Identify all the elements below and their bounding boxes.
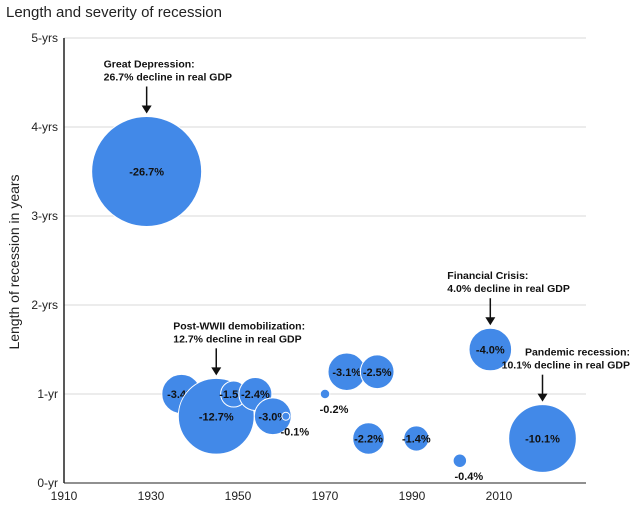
annotation-detail: 12.7% decline in real GDP [173,333,301,345]
bubble-label: -2.5% [363,367,392,379]
x-tick-labels: 1910 1930 1950 1970 1990 2010 [51,489,513,503]
bubble-label: -4.0% [476,345,505,357]
bubble-label: -26.7% [129,167,164,179]
bubble-label: -0.1% [280,426,309,438]
y-tick-labels: 0-yr 1-yr 2-yrs 3-yrs 4-yrs 5-yrs [31,31,58,490]
bubble [359,354,395,390]
annotation-title: Pandemic recession: [525,347,630,359]
x-tick-label: 1930 [138,489,165,503]
bubble [403,425,430,452]
bubble [352,422,385,455]
annotation-title: Post-WWII demobilization: [173,320,305,332]
bubble-label: -0.2% [320,404,349,416]
x-tick-label: 1950 [225,489,252,503]
y-axis-label: Length of recession in years [6,174,22,349]
bubbles: -26.7%-3.4%-12.7%-1.5%-2.4%-3.0%-0.1%-0.… [91,116,577,483]
y-tick-label: 4-yrs [31,120,58,134]
annotation-arrow-head [485,317,496,326]
bubble [91,116,203,227]
chart-title: Length and severity of recession [6,4,222,21]
bubble-label: -2.4% [241,389,270,401]
x-tick-label: 1970 [312,489,339,503]
y-tick-label: 2-yrs [31,298,58,312]
bubble [468,327,513,372]
annotation-detail: 10.1% decline in real GDP [502,360,630,372]
annotation-title: Financial Crisis: [447,270,528,282]
x-tick-label: 1910 [51,489,78,503]
annotation-arrow-head [537,393,548,402]
x-tick-label: 1990 [399,489,426,503]
bubble-label: -10.1% [525,434,560,446]
bubble [319,388,331,400]
annotation-detail: 26.7% decline in real GDP [104,72,232,84]
annotation-detail: 4.0% decline in real GDP [447,283,570,295]
y-tick-label: 0-yr [37,476,58,490]
bubble-label: -1.4% [402,434,431,446]
annotation-arrow-head [141,105,152,114]
bubble [508,404,577,473]
annotation-arrow-head [211,367,222,376]
bubble [253,397,292,436]
y-tick-label: 1-yr [37,387,58,401]
annotation-title: Great Depression: [104,59,195,71]
bubble-label: -2.2% [354,434,383,446]
annotations: Great Depression:26.7% decline in real G… [104,59,630,402]
bubble-label: -12.7% [199,411,234,423]
bubble-label: -3.1% [332,367,361,379]
y-tick-label: 3-yrs [31,209,58,223]
bubble [281,411,291,421]
bubble-label: -3.0% [258,411,287,423]
x-tick-label: 2010 [486,489,513,503]
bubble [452,453,468,468]
bubble-label: -0.4% [454,471,483,483]
y-tick-label: 5-yrs [31,31,58,45]
